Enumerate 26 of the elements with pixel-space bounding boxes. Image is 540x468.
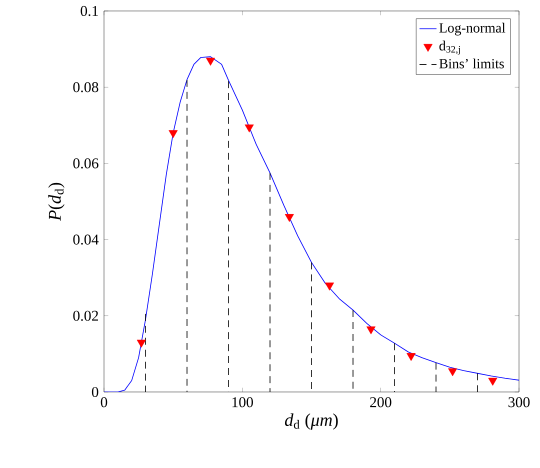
x-tick-label: 300: [508, 397, 530, 408]
point: [324, 282, 334, 291]
y-tick-label: 0.02: [73, 310, 98, 321]
point: [168, 130, 178, 138]
legend-label: Log-normal: [439, 22, 506, 36]
x-tick-label: 100: [232, 397, 253, 408]
point: [206, 58, 216, 66]
y-tick-label: 0: [92, 386, 98, 398]
y-tick-label: 0.04: [73, 234, 99, 245]
point: [488, 378, 498, 386]
x-tick-label: 200: [370, 397, 392, 408]
x-axis-title: d$_{d}$ (μm): [284, 413, 338, 430]
line-series: [104, 56, 520, 392]
y-tick-label: 0.08: [73, 82, 98, 92]
point: [366, 326, 376, 334]
point: [284, 214, 294, 222]
point: [136, 340, 146, 348]
point: [448, 368, 458, 376]
y-axis-title: P(d$_{d}$): [48, 182, 65, 221]
y-tick-label: 0.06: [73, 158, 98, 168]
legend-label: Bins’ limits: [439, 58, 504, 68]
legend-label: d$_{32,j}$: [439, 40, 460, 55]
point: [406, 353, 416, 361]
x-tick-label: 0: [100, 397, 108, 408]
point: [244, 124, 254, 132]
y-tick-label: 0.1: [80, 6, 98, 16]
